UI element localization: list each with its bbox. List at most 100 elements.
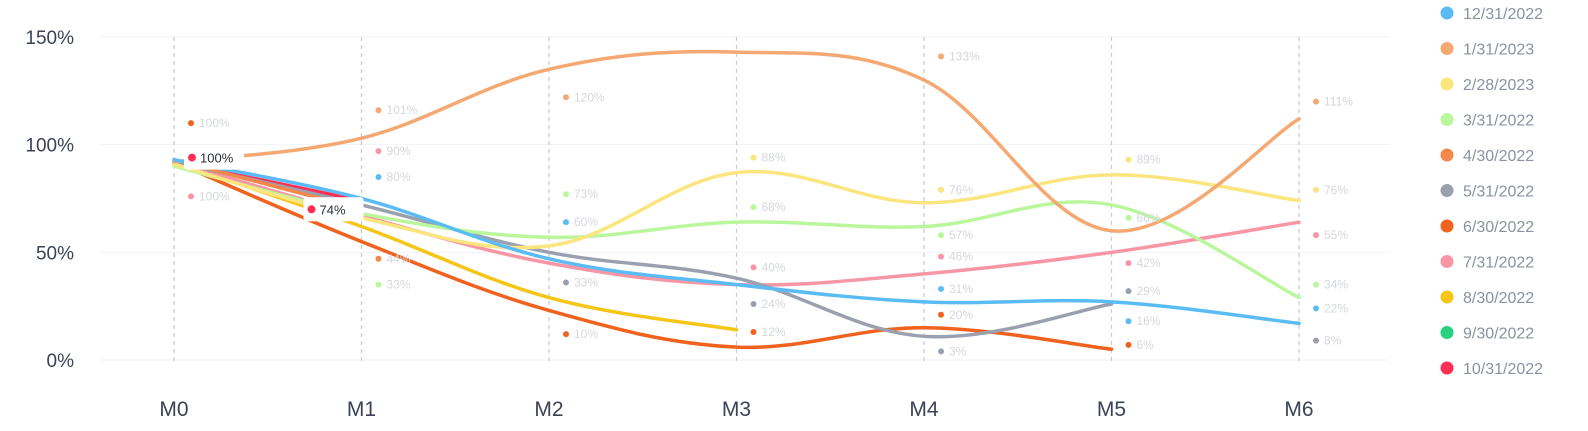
data-point-dot (1313, 337, 1319, 344)
data-point-dot (375, 281, 382, 288)
tooltip-label: 100% (200, 151, 234, 166)
data-point-label: 33% (387, 278, 411, 292)
data-point-label: 100% (199, 116, 230, 130)
data-point-label: 33% (574, 275, 598, 289)
data-point-dot (375, 107, 382, 114)
legend-label[interactable]: 12/31/2022 (1463, 6, 1543, 23)
data-point-dot (938, 348, 944, 355)
y-axis: 0% 50% 100% 150% (25, 28, 74, 372)
data-point-label: 44% (387, 252, 411, 266)
data-point-label: 34% (1324, 278, 1348, 292)
x-tick-label: M5 (1097, 398, 1126, 421)
series-line-1-31-2023 (172, 49, 1301, 233)
data-point-label: 12% (762, 325, 786, 339)
data-point-dot (938, 232, 944, 239)
data-point-dot (1125, 318, 1132, 325)
data-point-label: 10% (574, 327, 598, 341)
data-point-dot (188, 120, 194, 127)
legend-label[interactable]: 10/31/2022 (1463, 361, 1543, 378)
legend-marker[interactable] (1440, 219, 1454, 233)
data-point-label: 133% (949, 49, 980, 63)
data-point-label: 76% (1324, 183, 1348, 197)
x-tick-label: M6 (1284, 398, 1313, 421)
legend-label[interactable]: 9/30/2022 (1463, 326, 1534, 343)
legend-marker[interactable] (1440, 113, 1454, 126)
data-point-label: 90% (387, 144, 411, 158)
legend-label[interactable]: 8/30/2022 (1463, 290, 1534, 307)
legend-marker[interactable] (1440, 42, 1454, 55)
data-point-dot (1313, 186, 1319, 193)
data-point-dot (1313, 232, 1319, 239)
data-point-label: 20% (949, 308, 973, 322)
series-line-6-30-2022 (172, 160, 1114, 351)
x-tick-label: M0 (159, 398, 188, 421)
data-point-label: 111% (1324, 95, 1353, 109)
legend-marker[interactable] (1440, 6, 1454, 20)
data-point-dot (563, 191, 569, 198)
data-point-dot (1125, 341, 1132, 348)
x-tick-label: M3 (722, 398, 751, 421)
y-tick-label: 150% (25, 28, 74, 49)
data-point-dot (563, 279, 569, 286)
data-point-label: 31% (949, 282, 973, 296)
legend-label[interactable]: 7/31/2022 (1463, 255, 1534, 272)
data-point-dot (563, 94, 569, 101)
data-point-dot (375, 148, 382, 155)
data-point-label: 6% (1137, 338, 1155, 352)
data-point-label: 46% (949, 250, 973, 264)
data-point-dot (750, 264, 757, 271)
data-point-label: 73% (574, 187, 598, 201)
tooltip-label: 74% (320, 202, 346, 217)
point-labels: 100% 100% 101% 90% 80% 44% 33% 120% 73% 60% 33% 10%… (188, 49, 1353, 358)
data-point-dot (1125, 214, 1132, 221)
data-point-dot (1125, 156, 1132, 163)
x-tick-label: M4 (909, 398, 938, 421)
data-point-label: 80% (387, 170, 411, 184)
data-point-label: 24% (762, 297, 786, 311)
data-point-label: 101% (387, 103, 418, 117)
legend-label[interactable]: 4/30/2022 (1463, 148, 1534, 165)
data-point-dot (1313, 281, 1319, 288)
x-tick-label: M1 (347, 398, 376, 421)
data-point-dot (1313, 98, 1319, 105)
data-point-dot (1125, 288, 1132, 295)
data-point-label: 40% (762, 260, 786, 274)
data-point-dot (750, 329, 757, 336)
legend-marker[interactable] (1440, 184, 1454, 197)
data-point-dot (375, 173, 382, 180)
tooltip-box (303, 197, 364, 222)
data-point-dot (375, 255, 382, 262)
tooltip-dot (188, 153, 196, 162)
legend-label[interactable]: 1/31/2023 (1463, 42, 1534, 59)
data-point-label: 88% (762, 151, 786, 165)
x-axis: M0 M1 M2 M3 M4 M5 M6 (159, 398, 1313, 421)
legend-marker[interactable] (1440, 290, 1454, 304)
legend-label[interactable]: 2/28/2023 (1463, 77, 1534, 94)
data-point-label: 120% (574, 90, 605, 104)
data-point-dot (188, 193, 194, 200)
data-point-dot (750, 154, 757, 161)
data-point-dot (1313, 305, 1319, 312)
data-point-label: 60% (574, 215, 598, 229)
legend-marker[interactable] (1440, 255, 1454, 268)
data-point-label: 100% (199, 189, 230, 203)
data-point-label: 3% (949, 344, 967, 358)
legend-marker[interactable] (1440, 148, 1454, 162)
data-point-label: 55% (1324, 228, 1348, 242)
data-point-dot (750, 301, 757, 308)
data-point-dot (563, 219, 569, 226)
tooltip-dot (307, 205, 316, 214)
legend-marker[interactable] (1440, 361, 1454, 375)
data-point-label: 42% (1137, 256, 1161, 270)
legend-marker[interactable] (1440, 326, 1454, 339)
data-point-label: 89% (1137, 153, 1161, 167)
data-point-label: 57% (949, 228, 973, 242)
data-point-dot (938, 186, 944, 193)
data-point-label: 29% (1137, 284, 1161, 298)
legend-marker[interactable] (1440, 77, 1454, 91)
legend-label[interactable]: 6/30/2022 (1463, 219, 1534, 236)
legend-label[interactable]: 3/31/2022 (1463, 113, 1534, 130)
legend-label[interactable]: 5/31/2022 (1463, 184, 1534, 201)
data-point-dot (750, 204, 757, 211)
